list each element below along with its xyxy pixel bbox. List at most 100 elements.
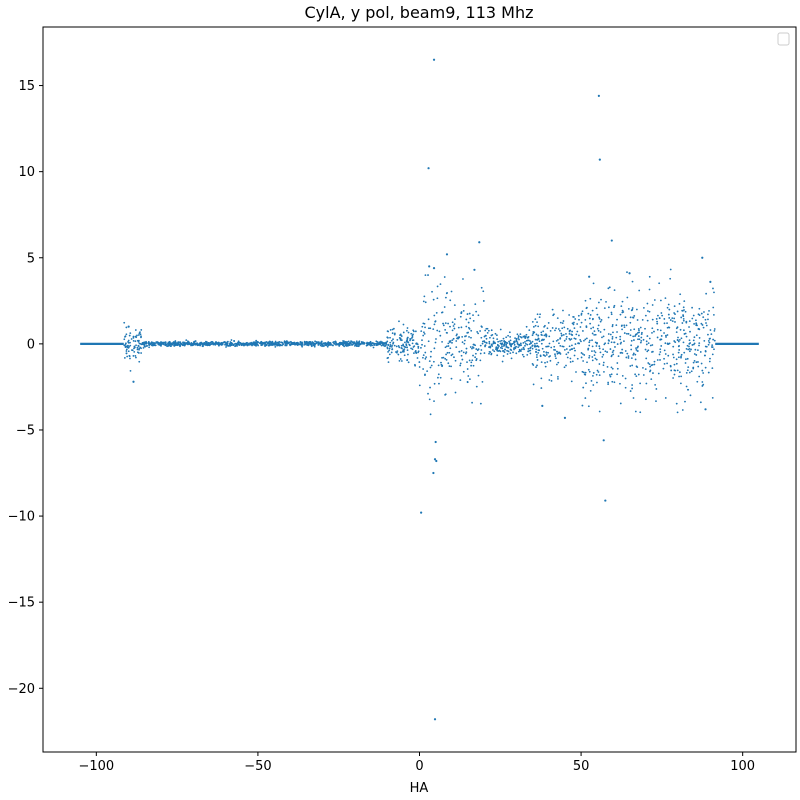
scatter-point (649, 365, 652, 368)
scatter-point (280, 341, 283, 344)
scatter-point (569, 361, 572, 363)
scatter-point (459, 315, 462, 318)
scatter-point (465, 318, 468, 321)
scatter-point (594, 333, 597, 336)
scatter-point (414, 350, 417, 353)
scatter-point (629, 321, 632, 324)
scatter-point (399, 337, 402, 340)
scatter-point (445, 292, 448, 295)
scatter-point (379, 343, 382, 346)
scatter-point (499, 328, 502, 331)
scatter-point (180, 343, 183, 346)
scatter-point (698, 375, 701, 378)
scatter-point (358, 342, 361, 345)
scatter-point (472, 319, 475, 322)
scatter-point (441, 356, 443, 359)
scatter-point (602, 361, 605, 364)
scatter-point (612, 331, 614, 334)
scatter-point (489, 336, 491, 339)
scatter-point (470, 329, 473, 332)
scatter-point (427, 392, 429, 395)
scatter-point (271, 343, 274, 345)
scatter-point (669, 319, 672, 321)
scatter-point (573, 321, 575, 324)
scatter-point (423, 322, 426, 325)
scatter-point (573, 347, 576, 350)
scatter-point (705, 292, 708, 295)
scatter-point (581, 353, 584, 355)
x-tick-label: −100 (78, 759, 114, 774)
scatter-point (581, 310, 584, 313)
scatter-point (398, 359, 401, 362)
scatter-point (549, 330, 552, 332)
scatter-point (400, 360, 403, 362)
scatter-point (531, 340, 534, 343)
scatter-point (520, 336, 523, 339)
scatter-point (471, 347, 473, 350)
scatter-point (620, 305, 623, 307)
scatter-point (678, 302, 681, 305)
scatter-point (685, 385, 688, 388)
scatter-point (640, 333, 643, 335)
scatter-point (625, 324, 628, 327)
scatter-point (481, 381, 484, 383)
scatter-point (265, 343, 268, 346)
scatter-point (509, 343, 512, 346)
scatter-point (621, 324, 623, 327)
scatter-point (594, 357, 597, 360)
scatter-point (160, 342, 163, 344)
scatter-point (560, 334, 563, 337)
scatter-point (695, 354, 698, 356)
scatter-point (132, 380, 135, 383)
scatter-point (389, 336, 391, 339)
scatter-point (455, 346, 458, 349)
scatter-point (679, 293, 682, 296)
scatter-point (470, 336, 472, 339)
scatter-point (689, 342, 692, 344)
scatter-point (315, 341, 318, 343)
scatter-point (226, 344, 229, 347)
scatter-point (427, 167, 430, 170)
scatter-point (514, 337, 516, 340)
scatter-point (580, 356, 583, 359)
scatter-point (580, 313, 583, 316)
scatter-point (631, 307, 634, 309)
scatter-point (310, 345, 313, 347)
scatter-point (656, 359, 659, 361)
scatter-point (624, 377, 627, 380)
scatter-point (451, 353, 454, 356)
scatter-point (631, 387, 634, 390)
scatter-point (648, 363, 651, 366)
scatter-point (285, 343, 288, 345)
scatter-point (209, 343, 212, 346)
scatter-point (482, 300, 485, 302)
scatter-point (255, 344, 257, 347)
scatter-point (396, 339, 399, 341)
scatter-point (438, 382, 440, 385)
scatter-point (430, 350, 432, 353)
scatter-point (529, 340, 532, 343)
scatter-point (640, 340, 643, 342)
scatter-point (444, 346, 447, 349)
scatter-point (479, 352, 482, 355)
scatter-point (610, 311, 613, 314)
scatter-point (677, 340, 680, 343)
scatter-point (328, 343, 330, 346)
scatter-point (638, 338, 641, 341)
scatter-point (400, 351, 402, 354)
scatter-point (635, 308, 638, 311)
scatter-point (393, 344, 396, 347)
scatter-point (518, 350, 520, 353)
scatter-point (690, 348, 692, 351)
scatter-point (389, 329, 392, 331)
scatter-point (433, 718, 437, 721)
scatter-point (142, 341, 145, 344)
scatter-point (585, 382, 587, 385)
scatter-point (142, 346, 145, 349)
scatter-point (468, 359, 471, 362)
scatter-point (648, 337, 651, 340)
scatter-point (139, 346, 142, 349)
scatter-point (587, 348, 590, 351)
scatter-point (448, 351, 451, 354)
scatter-point (550, 346, 553, 349)
